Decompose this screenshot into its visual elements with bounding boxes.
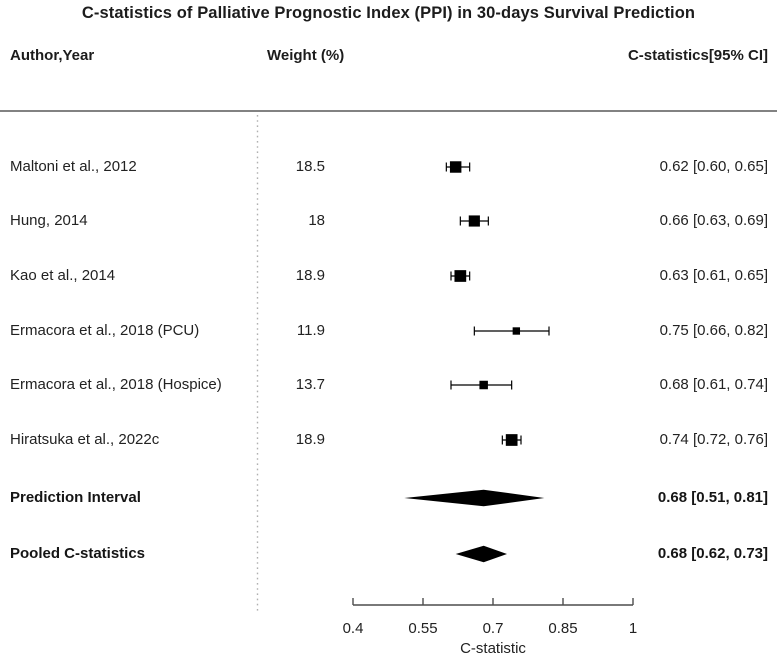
study-ci-text: 0.75 [0.66, 0.82] — [659, 322, 768, 339]
x-axis-tick-label: 0.55 — [408, 620, 437, 637]
study-ci-text: 0.68 [0.61, 0.74] — [659, 376, 768, 393]
study-label: Ermacora et al., 2018 (Hospice) — [10, 376, 222, 393]
x-axis-tick-label: 0.4 — [343, 620, 364, 637]
summary-ci-text: 0.68 [0.51, 0.81] — [657, 489, 768, 506]
point-estimate-square — [512, 327, 521, 335]
point-estimate-square — [454, 270, 467, 282]
point-estimate-square — [449, 161, 462, 173]
prediction-interval-diamond — [404, 489, 545, 507]
column-header-ci: C-statistics[95% CI] — [627, 47, 768, 64]
x-axis-tick-label: 0.7 — [483, 620, 504, 637]
point-estimate-square — [468, 215, 480, 227]
chart-title: C-statistics of Palliative Prognostic In… — [81, 4, 696, 22]
point-estimate-square — [505, 434, 518, 446]
study-ci-text: 0.63 [0.61, 0.65] — [659, 267, 768, 284]
column-header-author: Author,Year — [10, 47, 95, 64]
study-label: Hiratsuka et al., 2022c — [10, 431, 160, 448]
x-axis-label: C-statistic — [460, 640, 526, 657]
pooled-estimate-diamond — [455, 545, 507, 563]
study-label: Hung, 2014 — [10, 212, 88, 229]
study-ci-text: 0.62 [0.60, 0.65] — [659, 158, 768, 175]
study-weight: 11.9 — [296, 322, 325, 339]
summary-ci-text: 0.68 [0.62, 0.73] — [657, 545, 768, 562]
summary-label: Prediction Interval — [10, 489, 141, 506]
column-header-weight: Weight (%) — [267, 47, 345, 64]
x-axis-tick-label: 1 — [629, 620, 637, 637]
study-weight: 13.7 — [295, 376, 325, 393]
x-axis-tick-label: 0.85 — [548, 620, 577, 637]
study-weight: 18 — [308, 212, 325, 229]
study-weight: 18.9 — [295, 267, 325, 284]
header-divider — [0, 110, 777, 112]
study-label: Maltoni et al., 2012 — [10, 158, 137, 175]
study-label: Kao et al., 2014 — [10, 267, 116, 284]
study-ci-text: 0.66 [0.63, 0.69] — [659, 212, 768, 229]
summary-label: Pooled C-statistics — [10, 545, 146, 562]
study-weight: 18.9 — [295, 431, 325, 448]
study-weight: 18.5 — [295, 158, 325, 175]
study-ci-text: 0.74 [0.72, 0.76] — [659, 431, 768, 448]
study-label: Ermacora et al., 2018 (PCU) — [10, 322, 200, 339]
point-estimate-square — [479, 380, 488, 390]
